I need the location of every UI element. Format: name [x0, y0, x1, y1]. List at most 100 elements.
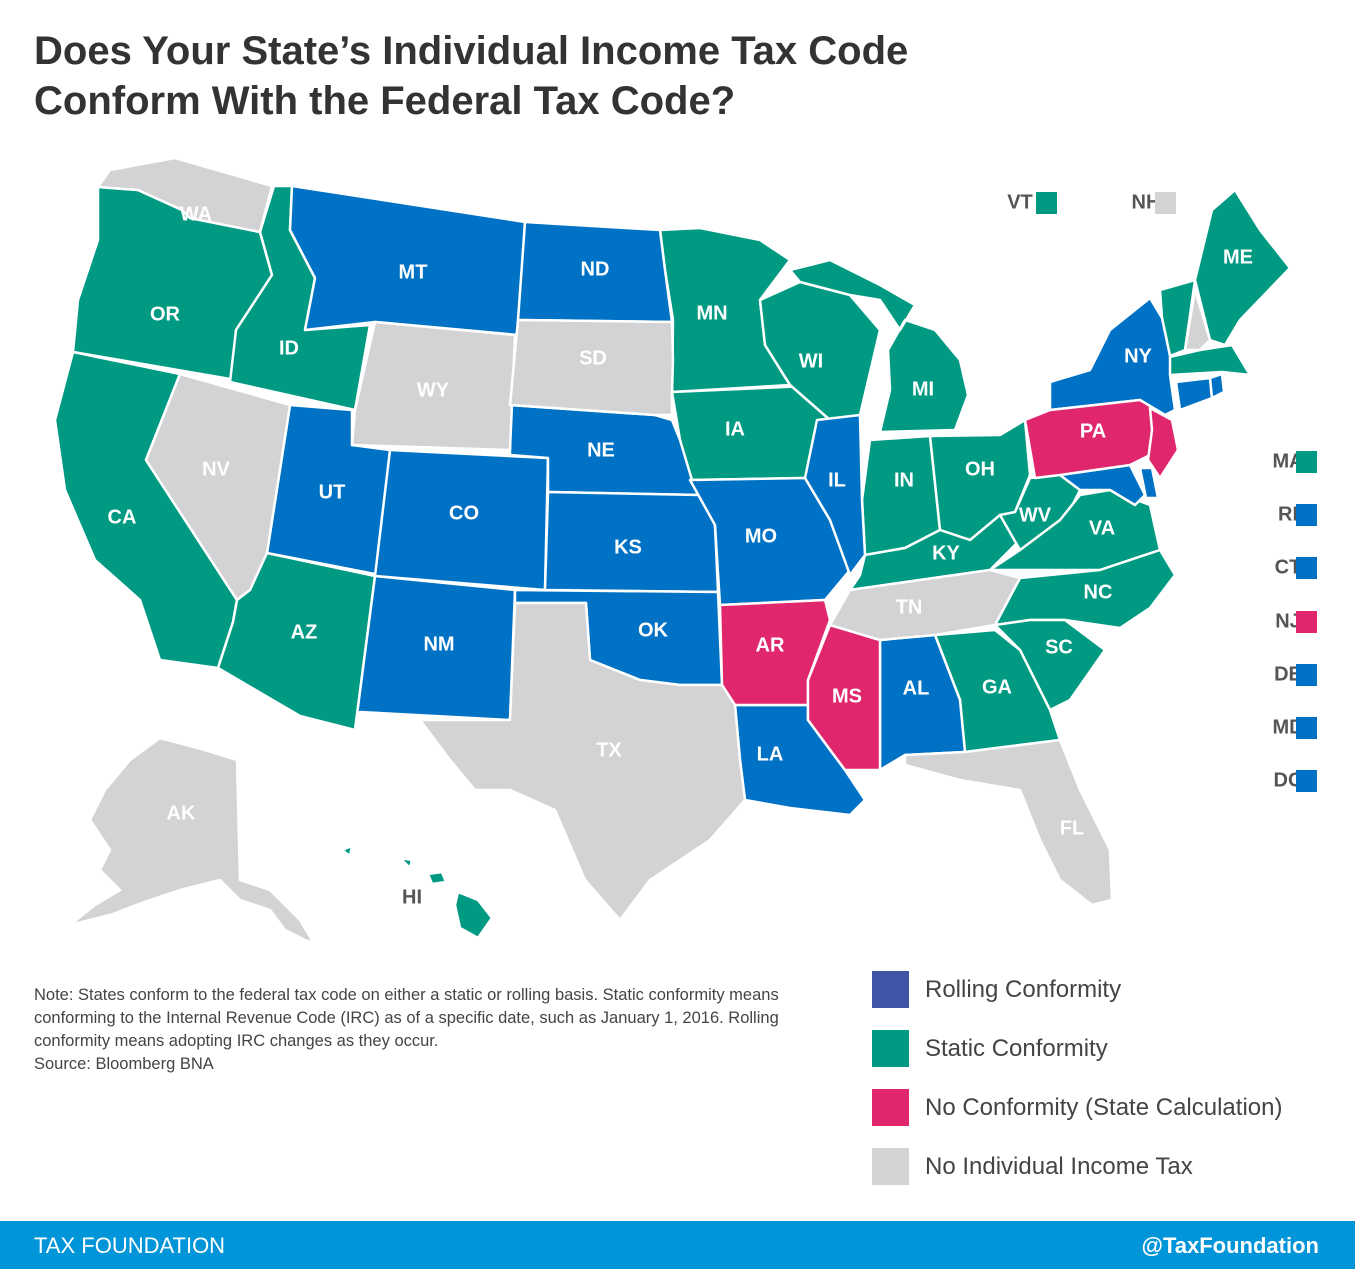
- footer-handle[interactable]: @TaxFoundation: [1141, 1233, 1319, 1258]
- state-ND[interactable]: [516, 220, 674, 324]
- label-IA: IA: [725, 418, 745, 440]
- state-NM[interactable]: [353, 574, 517, 732]
- callout-swatch-NJ[interactable]: [1296, 611, 1317, 633]
- label-MT: MT: [399, 261, 428, 283]
- small-state-callouts: VT NH MA RI CT NJ DE MD DC: [1007, 191, 1317, 792]
- label-ME: ME: [1223, 246, 1253, 268]
- label-AL: AL: [903, 677, 930, 699]
- callout-swatch-RI[interactable]: [1296, 504, 1317, 526]
- label-MO: MO: [745, 525, 777, 547]
- legend-label-rolling: Rolling Conformity: [925, 975, 1122, 1003]
- state-TN[interactable]: [828, 568, 1022, 642]
- legend-item-no-tax: No Individual Income Tax: [872, 1147, 1282, 1186]
- label-LA: LA: [757, 743, 784, 765]
- callout-label-MD: MD: [1272, 716, 1303, 738]
- label-UT: UT: [319, 481, 346, 503]
- label-TX: TX: [596, 739, 622, 761]
- label-GA: GA: [982, 676, 1012, 698]
- legend-item-none: No Conformity (State Calculation): [872, 1088, 1282, 1127]
- callout-swatch-NH[interactable]: [1155, 192, 1176, 214]
- label-CO: CO: [449, 502, 479, 524]
- note-text: Note: States conform to the federal tax …: [34, 986, 779, 1050]
- callout-label-MA: MA: [1272, 450, 1303, 472]
- callout-label-DC: DC: [1274, 769, 1303, 791]
- footer-bar: TAX FOUNDATION @TaxFoundation: [0, 1221, 1355, 1269]
- label-PA: PA: [1080, 420, 1106, 442]
- state-WA[interactable]: [96, 156, 274, 234]
- label-OR: OR: [150, 303, 181, 325]
- label-NC: NC: [1084, 581, 1113, 603]
- label-NM: NM: [423, 633, 454, 655]
- state-MI[interactable]: [788, 258, 970, 434]
- legend-item-rolling: Rolling Conformity: [872, 970, 1282, 1009]
- label-WV: WV: [1019, 504, 1052, 526]
- callout-swatch-VT[interactable]: [1036, 192, 1057, 214]
- legend: Rolling Conformity Static Conformity No …: [872, 970, 1282, 1206]
- state-DE[interactable]: [1138, 466, 1160, 500]
- callout-label-VT: VT: [1007, 191, 1033, 213]
- legend-label-no-tax: No Individual Income Tax: [925, 1152, 1193, 1180]
- callout-label-NH: NH: [1132, 191, 1161, 213]
- state-NY[interactable]: [1048, 296, 1177, 417]
- label-TN: TN: [896, 596, 923, 618]
- label-VA: VA: [1089, 517, 1115, 539]
- label-NY: NY: [1124, 345, 1152, 367]
- note-block: Note: States conform to the federal tax …: [34, 984, 824, 1076]
- state-NH[interactable]: [1183, 288, 1212, 352]
- label-KS: KS: [614, 536, 642, 558]
- label-WI: WI: [799, 350, 823, 372]
- state-FL[interactable]: [903, 738, 1114, 907]
- state-NV[interactable]: [144, 372, 292, 602]
- state-AK[interactable]: [68, 736, 315, 940]
- label-MS: MS: [832, 685, 862, 707]
- label-ND: ND: [581, 258, 610, 280]
- label-AZ: AZ: [291, 621, 318, 643]
- legend-swatch-none: [872, 1089, 909, 1126]
- static-conformity-states: [53, 184, 1292, 940]
- callout-label-RI: RI: [1278, 503, 1298, 525]
- label-HI: HI: [402, 886, 422, 908]
- legend-swatch-static: [872, 1030, 909, 1067]
- callout-label-CT: CT: [1275, 556, 1302, 578]
- callout-label-DE: DE: [1274, 663, 1302, 685]
- legend-swatch-no-tax: [872, 1148, 909, 1185]
- label-AR: AR: [756, 634, 785, 656]
- no-income-tax-states: [68, 156, 1212, 940]
- state-NJ[interactable]: [1146, 406, 1180, 480]
- state-ME[interactable]: [1193, 188, 1292, 347]
- legend-label-static: Static Conformity: [925, 1034, 1108, 1062]
- us-map: WA OR CA ID NV MT WY UT AZ CO NM ND SD N…: [53, 156, 1317, 940]
- state-HI[interactable]: [340, 844, 494, 940]
- label-KY: KY: [932, 542, 960, 564]
- label-CA: CA: [108, 506, 137, 528]
- label-SD: SD: [579, 347, 607, 369]
- callout-swatch-DC[interactable]: [1296, 770, 1317, 792]
- label-IL: IL: [828, 469, 846, 491]
- label-WA: WA: [180, 203, 212, 225]
- callout-swatch-MA[interactable]: [1296, 451, 1317, 473]
- state-TX[interactable]: [418, 601, 747, 922]
- legend-label-none: No Conformity (State Calculation): [925, 1093, 1283, 1121]
- state-IL[interactable]: [803, 413, 867, 577]
- label-SC: SC: [1045, 636, 1073, 658]
- callout-swatch-DE[interactable]: [1296, 664, 1317, 686]
- callout-swatch-MD[interactable]: [1296, 717, 1317, 739]
- state-RI[interactable]: [1208, 372, 1226, 400]
- label-ID: ID: [279, 337, 299, 359]
- page-title: Does Your State’s Individual Income Tax …: [34, 29, 909, 123]
- state-SD[interactable]: [508, 318, 675, 417]
- state-WY[interactable]: [350, 320, 517, 452]
- label-NV: NV: [202, 458, 230, 480]
- state-MS[interactable]: [806, 623, 882, 772]
- callout-swatch-CT[interactable]: [1296, 557, 1317, 579]
- state-CT[interactable]: [1174, 376, 1214, 412]
- label-MI: MI: [912, 378, 934, 400]
- label-OK: OK: [638, 619, 669, 641]
- label-WY: WY: [417, 379, 450, 401]
- legend-item-static: Static Conformity: [872, 1029, 1282, 1068]
- footer-brand: TAX FOUNDATION: [34, 1233, 226, 1258]
- no-conformity-states: [718, 398, 1180, 772]
- label-NE: NE: [587, 439, 615, 461]
- label-IN: IN: [894, 469, 914, 491]
- label-MN: MN: [696, 302, 727, 324]
